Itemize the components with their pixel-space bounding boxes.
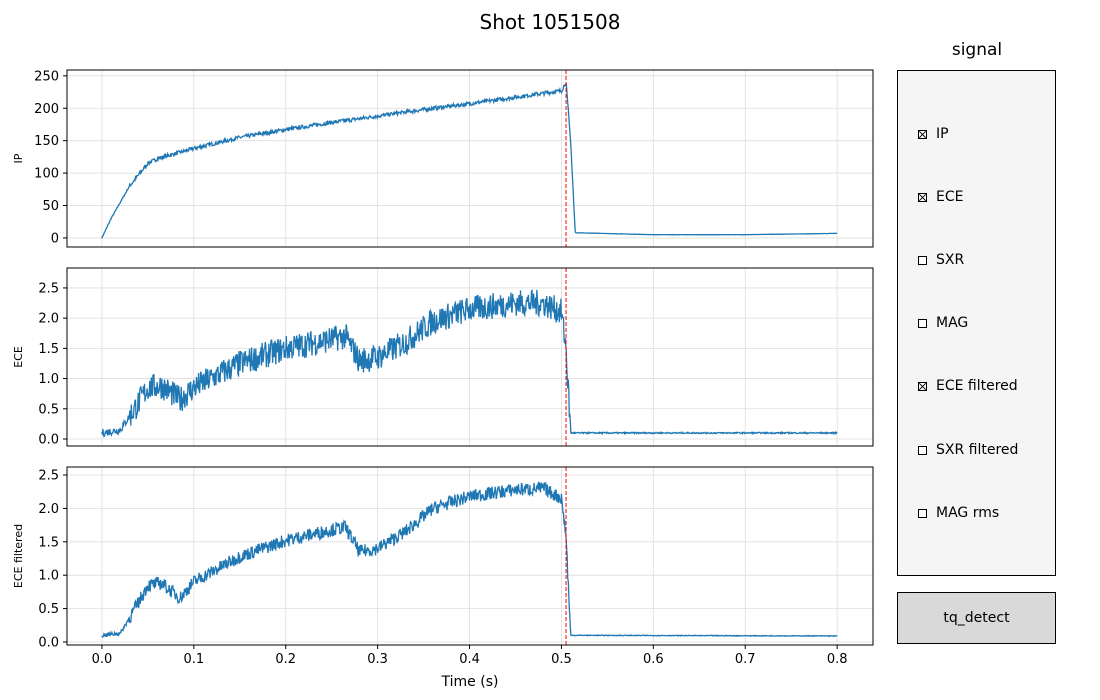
y-axis-label: ECE [12, 346, 25, 368]
y-axis-label: ECE filtered [12, 524, 25, 588]
checkbox-icon[interactable] [918, 508, 927, 518]
check-label: MAG [936, 315, 969, 331]
y-tick-label: 0.5 [38, 402, 59, 417]
y-tick-label: 2.0 [38, 312, 59, 327]
y-tick-label: 1.5 [38, 342, 59, 357]
check-label: MAG rms [936, 505, 1000, 521]
check-ece-filtered[interactable]: ECE filtered [918, 376, 1018, 396]
signal-checkbox-panel: IP ECE SXR MAG ECE filtered SXR filtered… [897, 70, 1056, 576]
y-tick-label: 0.0 [38, 635, 59, 650]
x-axis-label: Time (s) [441, 674, 499, 690]
y-tick-label: 0.0 [38, 432, 59, 447]
x-tick-label: 0.1 [183, 652, 204, 667]
figure-title: Shot 1051508 [479, 10, 621, 34]
y-tick-label: 2.5 [38, 469, 59, 484]
check-label: ECE filtered [936, 378, 1018, 394]
axes-panel-0: 0 50 100 150 200 250 IP [12, 69, 874, 248]
checkbox-icon[interactable] [918, 318, 927, 328]
x-tick-label: 0.8 [827, 652, 848, 667]
y-tick-label: 150 [34, 134, 59, 149]
signal-line [101, 82, 838, 239]
check-ip[interactable]: IP [918, 124, 949, 144]
y-tick-label: 2.5 [38, 281, 59, 296]
x-tick-label: 0.0 [92, 652, 113, 667]
x-tick-label: 0.4 [459, 652, 480, 667]
signal-line [101, 481, 838, 638]
check-ece[interactable]: ECE [918, 187, 963, 207]
checkbox-icon[interactable] [918, 255, 927, 265]
x-tick-label: 0.3 [367, 652, 388, 667]
y-tick-label: 200 [34, 102, 59, 117]
check-mag-rms[interactable]: MAG rms [918, 503, 999, 523]
check-sxr-filtered[interactable]: SXR filtered [918, 440, 1018, 460]
legend-title: signal [951, 40, 1003, 60]
x-tick-label: 0.2 [275, 652, 296, 667]
checkbox-icon[interactable] [918, 192, 927, 202]
x-tick-label: 0.7 [735, 652, 756, 667]
check-mag[interactable]: MAG [918, 313, 968, 333]
y-tick-label: 0.5 [38, 602, 59, 617]
check-label: SXR filtered [936, 442, 1019, 458]
x-tick-label: 0.5 [551, 652, 572, 667]
checkbox-icon[interactable] [918, 129, 927, 139]
axes-frame [66, 267, 874, 447]
x-tick-label: 0.6 [643, 652, 664, 667]
axes-panel-2: 0.0 0.5 1.0 1.5 2.0 2.5 ECE filtered 0.0 0.1 0.2 0… [12, 466, 874, 690]
check-label: IP [936, 126, 949, 142]
checkbox-icon[interactable] [918, 381, 927, 391]
y-tick-label: 1.0 [38, 372, 59, 387]
tq-detect-button[interactable]: tq_detect [897, 592, 1056, 644]
axes-panel-1: 0.0 0.5 1.0 1.5 2.0 2.5 ECE [12, 267, 874, 447]
y-tick-label: 50 [42, 199, 59, 214]
y-tick-label: 1.0 [38, 569, 59, 584]
axes-frame [66, 69, 874, 248]
y-tick-label: 1.5 [38, 535, 59, 550]
check-sxr[interactable]: SXR [918, 250, 964, 270]
checkbox-icon[interactable] [918, 445, 927, 455]
signal-line [101, 289, 838, 438]
check-label: SXR [936, 252, 965, 268]
y-tick-label: 0 [51, 231, 59, 246]
y-tick-label: 250 [34, 69, 59, 84]
y-tick-label: 2.0 [38, 502, 59, 517]
check-label: ECE [936, 189, 964, 205]
y-axis-label: IP [12, 153, 25, 163]
y-tick-label: 100 [34, 167, 59, 182]
